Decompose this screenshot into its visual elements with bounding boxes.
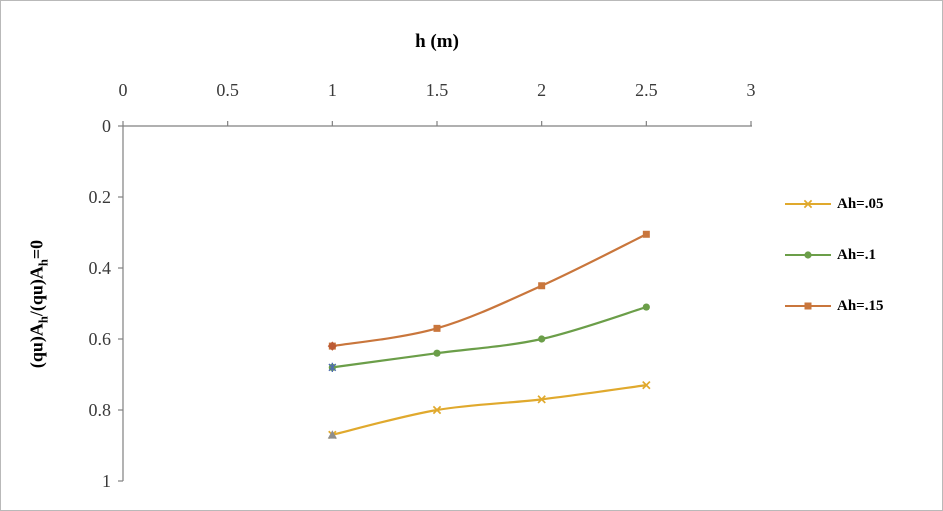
y-tick-label: 0.2 <box>89 187 112 207</box>
series-line <box>332 384 647 436</box>
legend-marker-circle-icon <box>784 248 832 262</box>
y-tick-label: 1 <box>102 471 111 491</box>
asterisk-marker-icon <box>328 362 337 372</box>
series-line <box>332 233 647 348</box>
square-marker-icon <box>433 324 441 332</box>
legend-label: Ah=.05 <box>837 195 884 212</box>
circle-marker-icon <box>433 349 441 357</box>
x-marker-icon <box>642 380 651 390</box>
legend-entry: Ah=.15 <box>784 295 883 317</box>
legend-label: Ah=.1 <box>837 246 876 263</box>
legend-marker-x-icon <box>784 197 832 211</box>
triangle-marker-icon <box>327 430 337 439</box>
x-tick-label: 2 <box>537 80 546 100</box>
x-marker-icon <box>537 395 546 404</box>
x-tick-label: 1 <box>328 80 337 100</box>
x-axis-title: h (m) <box>415 31 459 52</box>
legend-entry: Ah=.1 <box>784 244 883 266</box>
y-tick-label: 0 <box>102 116 111 136</box>
x-marker-icon <box>803 199 813 209</box>
y-tick-label: 0.4 <box>89 258 112 278</box>
x-tick-label: 0.5 <box>216 80 239 100</box>
square-marker-icon <box>538 282 546 290</box>
x-tick-label: 1.5 <box>426 80 449 100</box>
circle-marker-icon <box>804 251 812 259</box>
square-marker-icon <box>804 302 812 310</box>
x-tick-label: 0 <box>119 80 128 100</box>
legend-marker-square-icon <box>784 299 832 313</box>
legend-label: Ah=.15 <box>837 297 884 314</box>
legend: Ah=.05 Ah=.1 Ah=.15 <box>784 193 883 346</box>
x-tick-label: 3 <box>747 80 756 100</box>
x-marker-icon <box>432 405 442 415</box>
legend-entry: Ah=.05 <box>784 193 883 215</box>
square-marker-icon <box>642 230 650 238</box>
series-line <box>332 305 647 369</box>
x-tick-label: 2.5 <box>635 80 658 100</box>
y-tick-label: 0.6 <box>89 329 112 349</box>
circle-marker-icon <box>642 303 650 311</box>
diamond-marker-icon <box>327 341 337 351</box>
y-tick-label: 0.8 <box>89 400 112 420</box>
circle-marker-icon <box>538 335 546 343</box>
